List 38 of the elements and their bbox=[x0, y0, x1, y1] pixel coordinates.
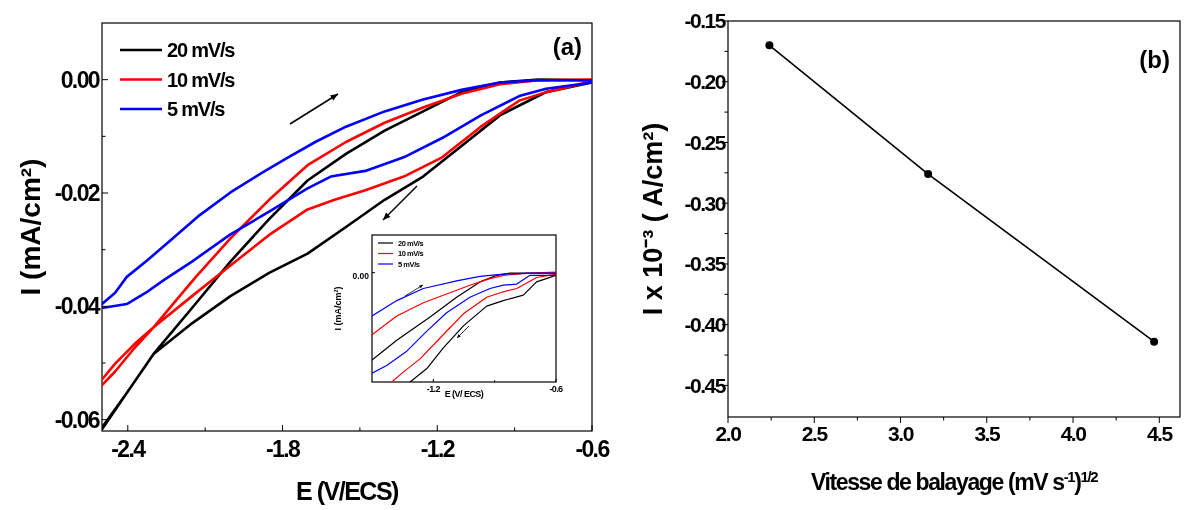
point bbox=[924, 170, 933, 179]
y-tick-label: -0.25 bbox=[684, 130, 727, 154]
annotation: 0.00 bbox=[352, 270, 370, 281]
y-tick-label: -0.35 bbox=[684, 252, 727, 276]
x-tick-label: 2.5 bbox=[801, 422, 829, 446]
x-tick-label: -1.2 bbox=[420, 436, 455, 463]
x-tick-label: 4.0 bbox=[1060, 422, 1087, 446]
x-tick-label: -1.8 bbox=[265, 436, 301, 463]
y-tick-label: -0.40 bbox=[684, 313, 726, 337]
legend-label: 5 mV/s bbox=[167, 98, 226, 120]
y-tick-label: -0.02 bbox=[54, 180, 100, 207]
legend-label: 10 mV/s bbox=[167, 68, 236, 91]
x-tick-label: 4.5 bbox=[1146, 422, 1174, 446]
annotation: (a) bbox=[552, 33, 582, 61]
x-tick-label: -1.2 bbox=[426, 384, 441, 395]
y-tick-label: -0.15 bbox=[684, 9, 727, 33]
x-tick-label: 3.5 bbox=[974, 422, 1001, 446]
y-tick-label: -0.04 bbox=[54, 293, 101, 320]
annotation: (b) bbox=[1139, 46, 1170, 74]
y-tick-label: -0.45 bbox=[684, 373, 727, 397]
y-axis-title: I x 10⁻³ ( A/cm²) bbox=[638, 122, 668, 316]
y-tick-label: -0.30 bbox=[684, 191, 726, 215]
x-tick-label: -2.4 bbox=[111, 436, 147, 463]
y-tick-label: 0.00 bbox=[60, 66, 100, 93]
x-axis-title: E (V/ ECS) bbox=[444, 389, 484, 399]
x-tick-label: -0.6 bbox=[575, 436, 610, 463]
x-axis-title: Vitesse de balayage (mV s$^{-1}$)$^{1/2}$ bbox=[810, 467, 1099, 495]
legend-label: 20 mV/s bbox=[167, 39, 236, 61]
point bbox=[765, 41, 774, 50]
y-tick-label: -0.20 bbox=[684, 70, 726, 94]
x-axis-title: E (V/ECS) bbox=[296, 477, 400, 505]
point bbox=[1150, 337, 1159, 346]
y-tick-label: -0.06 bbox=[54, 406, 100, 433]
x-tick-label: -0.6 bbox=[549, 384, 564, 395]
x-tick-label: 2.0 bbox=[715, 422, 742, 446]
x-tick-label: 3.0 bbox=[888, 422, 914, 446]
y-axis-title: I (mA/cm²) bbox=[15, 158, 46, 296]
y-axis-title: I (mA/cm²) bbox=[333, 286, 343, 331]
